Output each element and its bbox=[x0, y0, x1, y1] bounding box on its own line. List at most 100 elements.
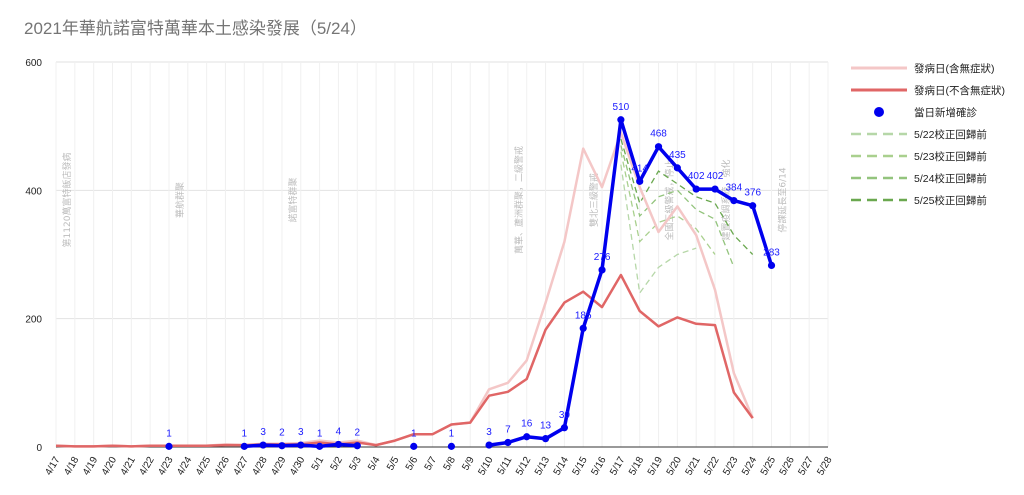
x-tick-label: 5/24 bbox=[740, 455, 759, 478]
data-label: 30 bbox=[559, 410, 571, 421]
data-point bbox=[749, 202, 757, 210]
data-point bbox=[692, 185, 700, 193]
x-tick-label: 4/30 bbox=[288, 455, 307, 478]
series-line-5 bbox=[620, 145, 735, 268]
legend-label: 發病日(不含無症狀) bbox=[914, 84, 1005, 97]
data-point bbox=[259, 441, 267, 449]
data-point bbox=[636, 177, 644, 185]
y-tick-label: 400 bbox=[25, 186, 42, 197]
x-tick-label: 5/5 bbox=[385, 455, 402, 473]
data-point bbox=[297, 441, 305, 449]
data-label: 1 bbox=[317, 428, 323, 439]
data-point bbox=[353, 442, 361, 450]
x-tick-label: 4/20 bbox=[100, 455, 119, 478]
data-label: 1 bbox=[411, 428, 417, 439]
x-tick-label: 4/24 bbox=[175, 455, 194, 478]
x-tick-label: 5/21 bbox=[684, 455, 703, 478]
x-tick-label: 5/20 bbox=[665, 455, 684, 478]
x-tick-label: 4/28 bbox=[250, 455, 269, 478]
x-tick-label: 4/26 bbox=[213, 455, 232, 478]
x-tick-label: 5/18 bbox=[627, 455, 646, 478]
data-label: 2 bbox=[354, 428, 360, 439]
x-tick-label: 5/19 bbox=[646, 455, 665, 478]
series-line-3 bbox=[620, 164, 697, 295]
data-point bbox=[334, 440, 343, 449]
x-tick-label: 5/14 bbox=[552, 455, 571, 478]
legend-label: 5/24校正回歸前 bbox=[914, 172, 987, 185]
series-line-0 bbox=[55, 131, 754, 448]
x-tick-label: 5/2 bbox=[329, 455, 346, 473]
x-tick-label: 5/27 bbox=[797, 455, 816, 478]
data-label: 2 bbox=[279, 428, 285, 439]
legend-swatch bbox=[874, 107, 884, 117]
x-tick-label: 5/8 bbox=[442, 455, 459, 473]
x-tick-label: 5/28 bbox=[815, 455, 834, 478]
data-point bbox=[617, 116, 625, 124]
data-point bbox=[541, 435, 550, 443]
data-label: 185 bbox=[575, 310, 592, 321]
x-tick-label: 5/25 bbox=[759, 455, 778, 478]
series-line-1 bbox=[55, 273, 754, 448]
x-tick-label: 5/3 bbox=[347, 455, 364, 473]
data-label: 283 bbox=[763, 247, 780, 258]
legend-label: 當日新增確診 bbox=[914, 106, 977, 119]
data-label: 3 bbox=[298, 427, 304, 438]
chart-title: 2021年華航諾富特萬華本土感染發展（5/24） bbox=[24, 19, 367, 38]
x-tick-label: 5/10 bbox=[476, 455, 495, 478]
x-tick-label: 5/12 bbox=[514, 455, 533, 478]
series-line-2 bbox=[488, 118, 774, 447]
data-point bbox=[598, 266, 606, 274]
x-tick-label: 4/27 bbox=[232, 455, 251, 478]
data-label: 1 bbox=[449, 428, 455, 439]
annotation-text: 停課延長至6/14 bbox=[777, 167, 789, 232]
data-point bbox=[240, 442, 248, 450]
data-point bbox=[711, 185, 719, 193]
x-tick-label: 5/22 bbox=[702, 455, 721, 478]
y-tick-label: 200 bbox=[25, 315, 42, 326]
data-point bbox=[410, 442, 418, 450]
data-label: 3 bbox=[260, 427, 266, 438]
x-tick-label: 4/22 bbox=[137, 455, 156, 478]
data-point bbox=[673, 164, 681, 172]
data-label: 510 bbox=[613, 102, 630, 113]
x-tick-label: 5/17 bbox=[608, 455, 627, 478]
data-label: 276 bbox=[594, 252, 611, 263]
x-tick-label: 5/7 bbox=[423, 455, 440, 473]
annotation-text: 雙北三級警戒 bbox=[588, 173, 600, 227]
annotation-text: 華航群聚 bbox=[174, 182, 186, 218]
data-label: 402 bbox=[707, 171, 724, 182]
x-tick-label: 5/13 bbox=[533, 455, 552, 478]
y-tick-label: 0 bbox=[36, 443, 42, 454]
x-tick-label: 4/21 bbox=[119, 455, 138, 478]
x-tick-label: 4/25 bbox=[194, 455, 213, 478]
data-point bbox=[165, 442, 173, 450]
x-tick-label: 5/6 bbox=[404, 455, 421, 473]
data-label: 13 bbox=[540, 421, 552, 432]
legend-label: 發病日(含無症狀) bbox=[914, 62, 995, 75]
data-label: 376 bbox=[744, 188, 761, 199]
x-tick-label: 5/23 bbox=[721, 455, 740, 478]
annotation-text: 全國三級警戒，停止 bbox=[664, 159, 676, 240]
annotation-text: 第1120萬富特飯店發病 bbox=[61, 153, 73, 248]
data-point bbox=[447, 442, 456, 450]
x-tick-label: 4/18 bbox=[62, 455, 81, 478]
data-point bbox=[485, 441, 493, 449]
data-point bbox=[654, 143, 663, 151]
data-point bbox=[504, 438, 512, 447]
annotation-text: 萬華、蘆洲群聚，二級警戒 bbox=[513, 146, 525, 254]
x-tick-label: 5/15 bbox=[571, 455, 590, 478]
x-tick-label: 4/19 bbox=[81, 455, 100, 478]
x-tick-label: 5/11 bbox=[496, 455, 515, 477]
x-tick-label: 5/1 bbox=[310, 455, 327, 473]
x-tick-label: 4/23 bbox=[156, 455, 175, 478]
x-tick-label: 5/4 bbox=[366, 455, 383, 473]
data-point bbox=[767, 261, 776, 270]
data-label: 384 bbox=[726, 183, 743, 194]
data-point bbox=[523, 433, 531, 441]
legend-label: 5/25校正回歸前 bbox=[914, 194, 987, 207]
data-label: 435 bbox=[669, 150, 686, 161]
data-label: 1 bbox=[166, 428, 172, 439]
data-point bbox=[730, 197, 738, 205]
